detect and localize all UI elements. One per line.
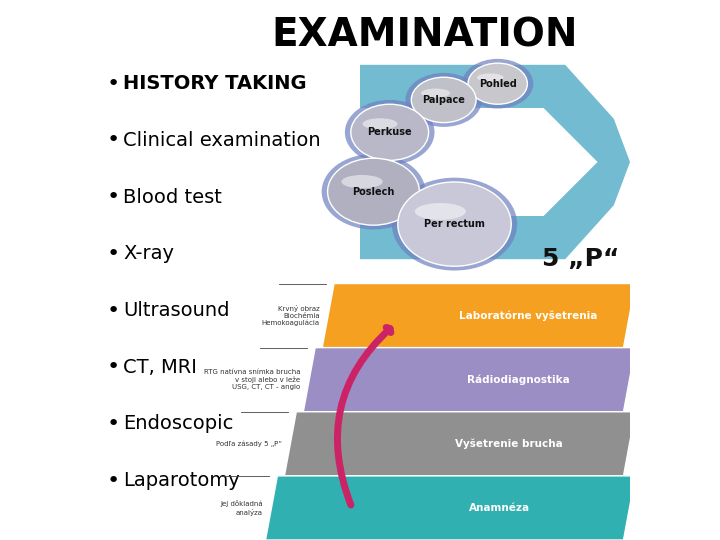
Text: Krvný obraz
Biochémia
Hemokoagulácia: Krvný obraz Biochémia Hemokoagulácia [261,305,320,326]
Ellipse shape [421,89,450,98]
Text: •: • [107,300,120,321]
Text: Anamnéza: Anamnéza [469,503,530,513]
Ellipse shape [341,175,383,188]
Text: Perkuse: Perkuse [367,127,412,137]
Text: Jej dôkladná
analýza: Jej dôkladná analýza [220,501,263,516]
Text: Podľa zásady 5 „P“: Podľa zásady 5 „P“ [216,441,282,447]
Text: Poslech: Poslech [352,187,395,197]
Ellipse shape [322,154,426,230]
Polygon shape [360,65,630,259]
Text: RTG natívna snímka brucha
v stoji alebo v leže
USG, CT, CT - angio: RTG natívna snímka brucha v stoji alebo … [204,369,301,390]
Text: •: • [107,470,120,491]
Polygon shape [284,411,635,476]
Text: X-ray: X-ray [124,244,174,264]
Text: Blood test: Blood test [124,187,222,207]
Text: Ultrasound: Ultrasound [124,301,230,320]
Ellipse shape [462,59,534,109]
Text: Palpace: Palpace [422,95,465,105]
Polygon shape [323,284,635,348]
Ellipse shape [362,118,397,130]
Text: Clinical examination: Clinical examination [124,131,321,150]
Text: Vyšetrenie brucha: Vyšetrenie brucha [455,438,563,449]
Ellipse shape [397,182,511,266]
Text: Pohled: Pohled [479,79,517,89]
Text: Rádiodiagnostika: Rádiodiagnostika [467,374,570,385]
Text: •: • [107,73,120,94]
Text: •: • [107,130,120,151]
Text: Endoscopic: Endoscopic [124,414,234,434]
Ellipse shape [405,73,482,127]
Ellipse shape [415,203,466,220]
Text: HISTORY TAKING: HISTORY TAKING [124,74,307,93]
Text: Laboratórne vyšetrenia: Laboratórne vyšetrenia [459,310,597,321]
Text: •: • [107,414,120,434]
Text: 5 „P“: 5 „P“ [542,247,619,271]
Ellipse shape [468,63,527,104]
Text: •: • [107,357,120,377]
Ellipse shape [411,77,476,123]
Text: Per rectum: Per rectum [424,219,485,229]
Text: Laparotomy: Laparotomy [124,471,240,490]
Text: CT, MRI: CT, MRI [124,357,197,377]
Text: •: • [107,244,120,264]
Text: •: • [107,187,120,207]
Ellipse shape [477,73,504,82]
Ellipse shape [345,100,435,165]
Ellipse shape [351,104,428,160]
Polygon shape [303,348,635,411]
Ellipse shape [328,158,419,225]
Polygon shape [266,476,635,540]
Ellipse shape [392,178,517,271]
Text: EXAMINATION: EXAMINATION [271,16,578,54]
